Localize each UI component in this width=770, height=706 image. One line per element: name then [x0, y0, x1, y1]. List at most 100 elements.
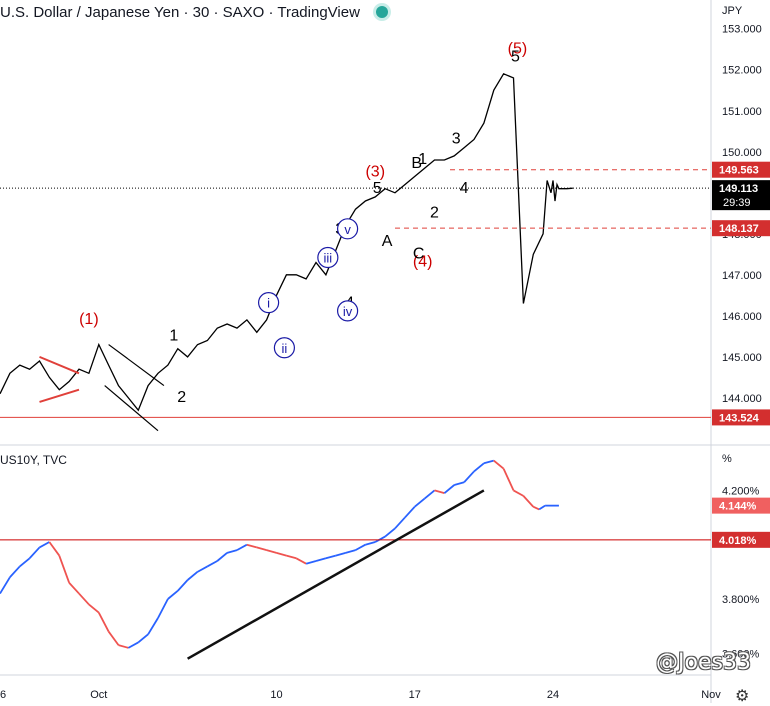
- y-tick-label-lower: 4.200%: [722, 485, 760, 497]
- usdjpy-price-series: [0, 72, 573, 412]
- bond-bar: [315, 557, 327, 562]
- wave-label-2: 2: [177, 389, 186, 406]
- bond-bar: [246, 543, 257, 549]
- wave-label-(4): (4): [413, 254, 433, 271]
- upper-pane-bg: [0, 0, 711, 443]
- gear-icon[interactable]: ⚙: [735, 688, 750, 705]
- bond-bar: [394, 516, 406, 530]
- level-tag-bg: [712, 409, 770, 426]
- bond-bar: [256, 546, 267, 552]
- bond-bar: [266, 549, 277, 554]
- bond-bar: [443, 484, 455, 494]
- y-tick-label-lower: 3.800%: [722, 594, 760, 606]
- bond-bar: [365, 541, 376, 546]
- level-tag-148.137: 148.137: [719, 223, 759, 235]
- wave-label-2: 2: [430, 204, 439, 221]
- wave-label-i: i: [267, 296, 270, 311]
- wave-label-5: 5: [373, 180, 382, 197]
- wave-circle: [258, 292, 280, 314]
- bond-bar: [78, 592, 90, 606]
- wave-label-3: 3: [452, 131, 461, 148]
- bond-bar: [236, 543, 248, 551]
- level-tag-bg: [712, 220, 770, 237]
- live-status-dot-icon: [376, 6, 389, 18]
- channel-line: [104, 385, 159, 432]
- bond-bar: [187, 571, 199, 581]
- wave-label-(5): (5): [508, 40, 528, 57]
- x-tick-label: Nov: [701, 689, 721, 701]
- bond-bar: [374, 535, 386, 543]
- wave-circle: [337, 300, 359, 322]
- bond-bar: [305, 560, 317, 565]
- bond-bar: [532, 505, 540, 511]
- bond-bar: [157, 598, 169, 619]
- bar-countdown: 29:39: [723, 197, 751, 209]
- bond-bar: [68, 582, 80, 595]
- y-tick-label: 145.000: [722, 352, 762, 364]
- chart-title: U.S. Dollar / Japanese Yen · 30 · SAXO ·…: [0, 4, 360, 21]
- x-tick-label: Oct: [90, 689, 107, 701]
- y-tick-label: 152.000: [722, 65, 762, 77]
- y-tick-label: 150.000: [722, 147, 762, 159]
- bond-bar: [513, 489, 524, 497]
- bond-bar: [335, 551, 346, 557]
- bond-bar: [167, 590, 179, 600]
- bond-bar: [88, 603, 100, 614]
- bond-bar: [295, 557, 307, 565]
- bond-bar: [137, 633, 149, 644]
- wedge-line: [39, 355, 80, 375]
- bond-bar: [286, 554, 297, 560]
- y-tick-label: 151.000: [722, 106, 762, 118]
- wedge-line: [39, 388, 80, 403]
- bond-bar: [414, 497, 426, 508]
- bond-bar: [97, 612, 110, 632]
- wave-label-(1): (1): [79, 311, 99, 328]
- bond-last-tag-bg: [712, 497, 770, 514]
- wave-label-5: 5: [511, 49, 520, 66]
- wave-label-iv: iv: [343, 304, 353, 319]
- bond-bar: [197, 565, 208, 573]
- bond-bar: [147, 617, 159, 635]
- bond-bar: [107, 631, 120, 646]
- channel-line: [108, 344, 165, 387]
- bond-bar: [9, 565, 21, 578]
- bond-bar: [404, 506, 416, 519]
- bond-bar: [355, 543, 366, 551]
- wave-label-v: v: [344, 222, 351, 237]
- bond-bar: [127, 641, 139, 649]
- y-axis-unit-lower: %: [722, 453, 732, 465]
- chart-title-bar: U.S. Dollar / Japanese Yen · 30 · SAXO ·…: [0, 4, 389, 21]
- wave-label-(3): (3): [365, 163, 385, 180]
- y-tick-label: 153.000: [722, 24, 762, 36]
- wave-label-1: 1: [169, 327, 178, 344]
- y-tick-label: 147.000: [722, 270, 762, 282]
- bond-last-tag: 4.144%: [719, 501, 757, 513]
- x-tick-label: 17: [409, 689, 421, 701]
- bond-bar: [177, 579, 189, 592]
- bond-bar: [454, 481, 465, 486]
- wave-circle: [337, 218, 359, 240]
- bond-bar: [216, 552, 228, 562]
- bond-bar: [434, 489, 445, 495]
- bond-bar: [483, 459, 494, 465]
- wave-label-1: 1: [418, 151, 427, 168]
- bond-bar: [0, 576, 11, 595]
- bond-bar: [226, 549, 238, 554]
- wave-circle: [273, 337, 295, 359]
- y-tick-label-lower: 3.600%: [722, 648, 760, 660]
- x-tick-label: 24: [547, 689, 559, 701]
- level-tag-143.524: 143.524: [719, 412, 760, 424]
- bond-bar: [493, 459, 505, 470]
- wave-label-A: A: [382, 233, 393, 250]
- wave-label-C: C: [413, 245, 425, 262]
- bond-trendline: [187, 489, 485, 660]
- bond-bar: [424, 489, 436, 500]
- level-tag-149.563: 149.563: [719, 165, 759, 177]
- bond-bar: [522, 495, 534, 508]
- wave-circle: [317, 246, 339, 269]
- bond-bar: [28, 546, 41, 559]
- bond-bar: [39, 541, 50, 549]
- y-tick-label: 146.000: [722, 311, 762, 323]
- level-tag-bg: [712, 161, 770, 178]
